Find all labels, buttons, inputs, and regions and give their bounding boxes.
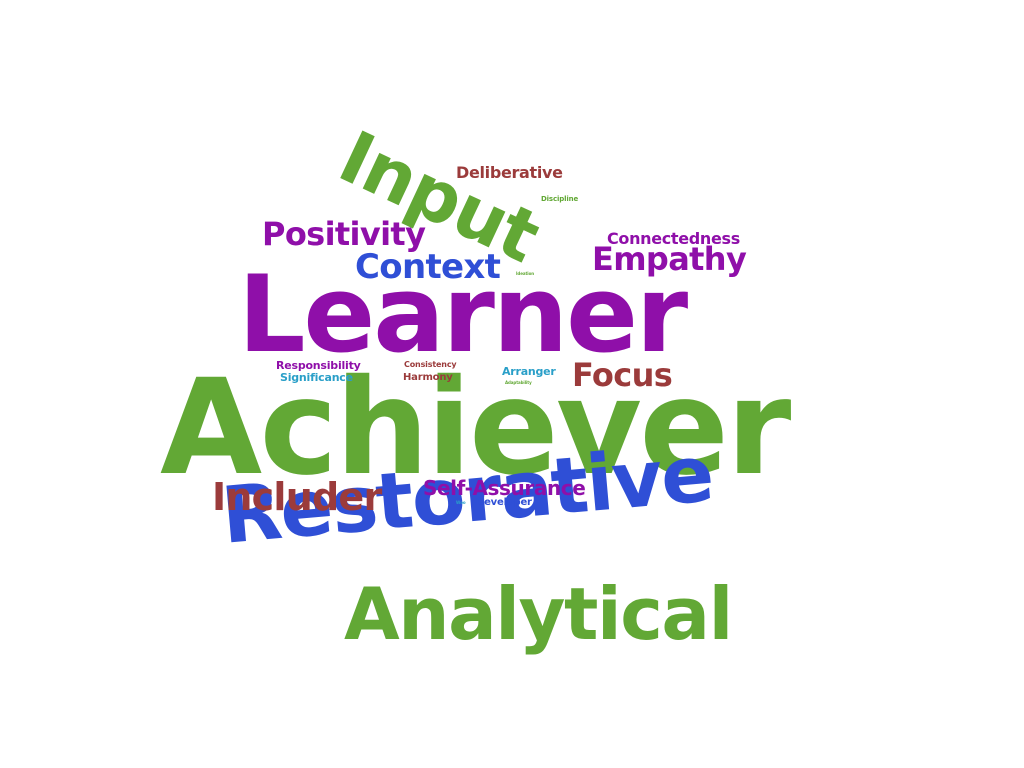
word-significance: Significance xyxy=(280,371,353,384)
word-context: Context xyxy=(355,247,501,287)
word-empathy: Empathy xyxy=(592,240,747,278)
word-adaptability: Adaptability xyxy=(505,380,532,385)
word-includer: Includer xyxy=(212,475,382,519)
word-focus: Focus xyxy=(572,356,673,394)
word-responsibility: Responsibility xyxy=(276,359,361,372)
word-harmony: Harmony xyxy=(403,372,453,383)
word-developer: Developer xyxy=(476,497,532,508)
word-self-assurance: Self-Assurance xyxy=(423,476,586,500)
word-analytical: Analytical xyxy=(344,572,733,656)
word-connectedness: Connectedness xyxy=(607,229,740,248)
word-woo: Woo xyxy=(456,500,466,505)
word-deliberative: Deliberative xyxy=(456,163,563,182)
word-consistency: Consistency xyxy=(404,360,457,369)
word-positivity: Positivity xyxy=(262,215,426,253)
word-learner: Learner xyxy=(238,253,688,376)
word-ideation: Ideation xyxy=(516,271,535,276)
word-achiever: Achiever xyxy=(160,351,791,505)
word-discipline: Discipline xyxy=(541,195,579,203)
word-arranger: Arranger xyxy=(502,365,556,378)
